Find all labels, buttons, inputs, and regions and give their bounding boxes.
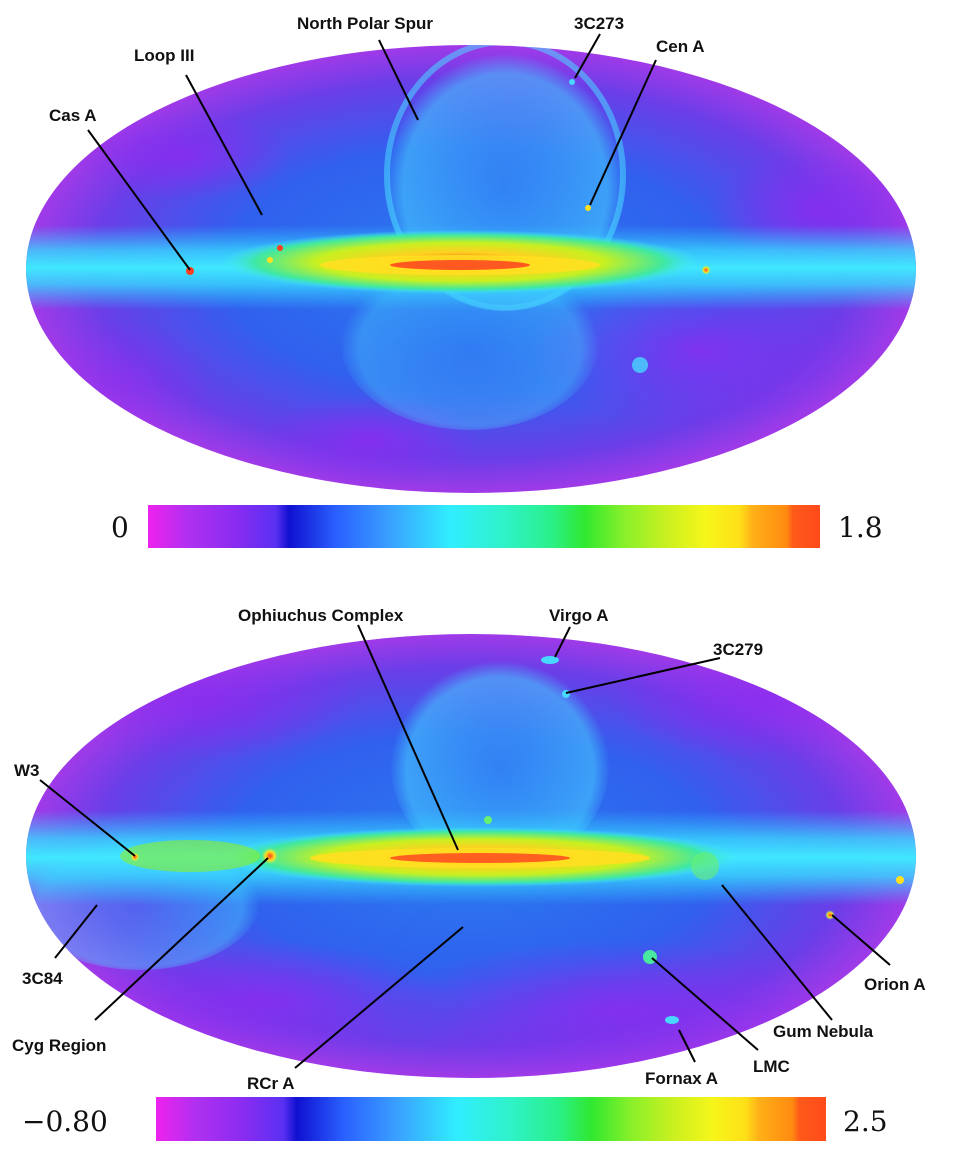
leader-loop-iii <box>185 74 263 216</box>
leader-rcr-a <box>294 926 464 1069</box>
top-colorbar-min: 0 <box>111 511 129 544</box>
bottom-colorbar: −0.80 2.5 <box>22 1097 888 1141</box>
leader-3c273 <box>574 33 601 79</box>
top-colorbar-gradient <box>148 505 820 548</box>
leader-3c279 <box>565 657 721 694</box>
top-colorbar-max: 1.8 <box>838 511 883 544</box>
label-cen-a: Cen A <box>656 37 705 56</box>
leader-3c84 <box>54 904 98 959</box>
leader-orion-a <box>831 914 891 966</box>
label-fornax-a: Fornax A <box>645 1069 718 1088</box>
label-virgo-a: Virgo A <box>549 606 609 625</box>
label-ophiuchus-complex: Ophiuchus Complex <box>238 606 404 625</box>
label-3c279: 3C279 <box>713 640 763 659</box>
top-annotations: North Polar Spur 3C273 Cen A Loop III Ca… <box>49 14 705 125</box>
bottom-colorbar-max: 2.5 <box>843 1105 888 1138</box>
leader-virgo-a <box>554 626 571 658</box>
label-cyg-region: Cyg Region <box>12 1036 106 1055</box>
bottom-colorbar-min: −0.80 <box>22 1105 108 1138</box>
label-cas-a: Cas A <box>49 106 97 125</box>
bottom-sky-map <box>26 634 916 1078</box>
leader-cyg-region <box>94 857 269 1021</box>
bottom-annotations: Ophiuchus Complex Virgo A 3C279 W3 3C84 … <box>12 606 926 1093</box>
leader-north-polar-spur <box>378 39 419 121</box>
leader-gum-nebula <box>721 884 833 1021</box>
leader-ophiuchus-complex <box>357 624 459 851</box>
label-3c273: 3C273 <box>574 14 624 33</box>
bottom-leader-lines <box>39 624 891 1069</box>
label-rcr-a: RCr A <box>247 1074 295 1093</box>
label-loop-iii: Loop III <box>134 46 194 65</box>
leader-cas-a <box>87 129 191 271</box>
leader-lmc <box>651 957 759 1051</box>
label-north-polar-spur: North Polar Spur <box>297 14 433 33</box>
leader-cen-a <box>589 59 657 206</box>
label-orion-a: Orion A <box>864 975 926 994</box>
label-w3: W3 <box>14 761 40 780</box>
top-leader-lines <box>87 33 657 271</box>
leader-w3 <box>39 779 136 857</box>
label-lmc: LMC <box>753 1057 790 1076</box>
label-3c84: 3C84 <box>22 969 63 988</box>
leader-fornax-a <box>678 1029 696 1063</box>
label-gum-nebula: Gum Nebula <box>773 1022 874 1041</box>
bottom-colorbar-gradient <box>156 1097 826 1141</box>
top-colorbar: 0 1.8 <box>111 505 883 548</box>
top-sky-map <box>26 45 916 493</box>
